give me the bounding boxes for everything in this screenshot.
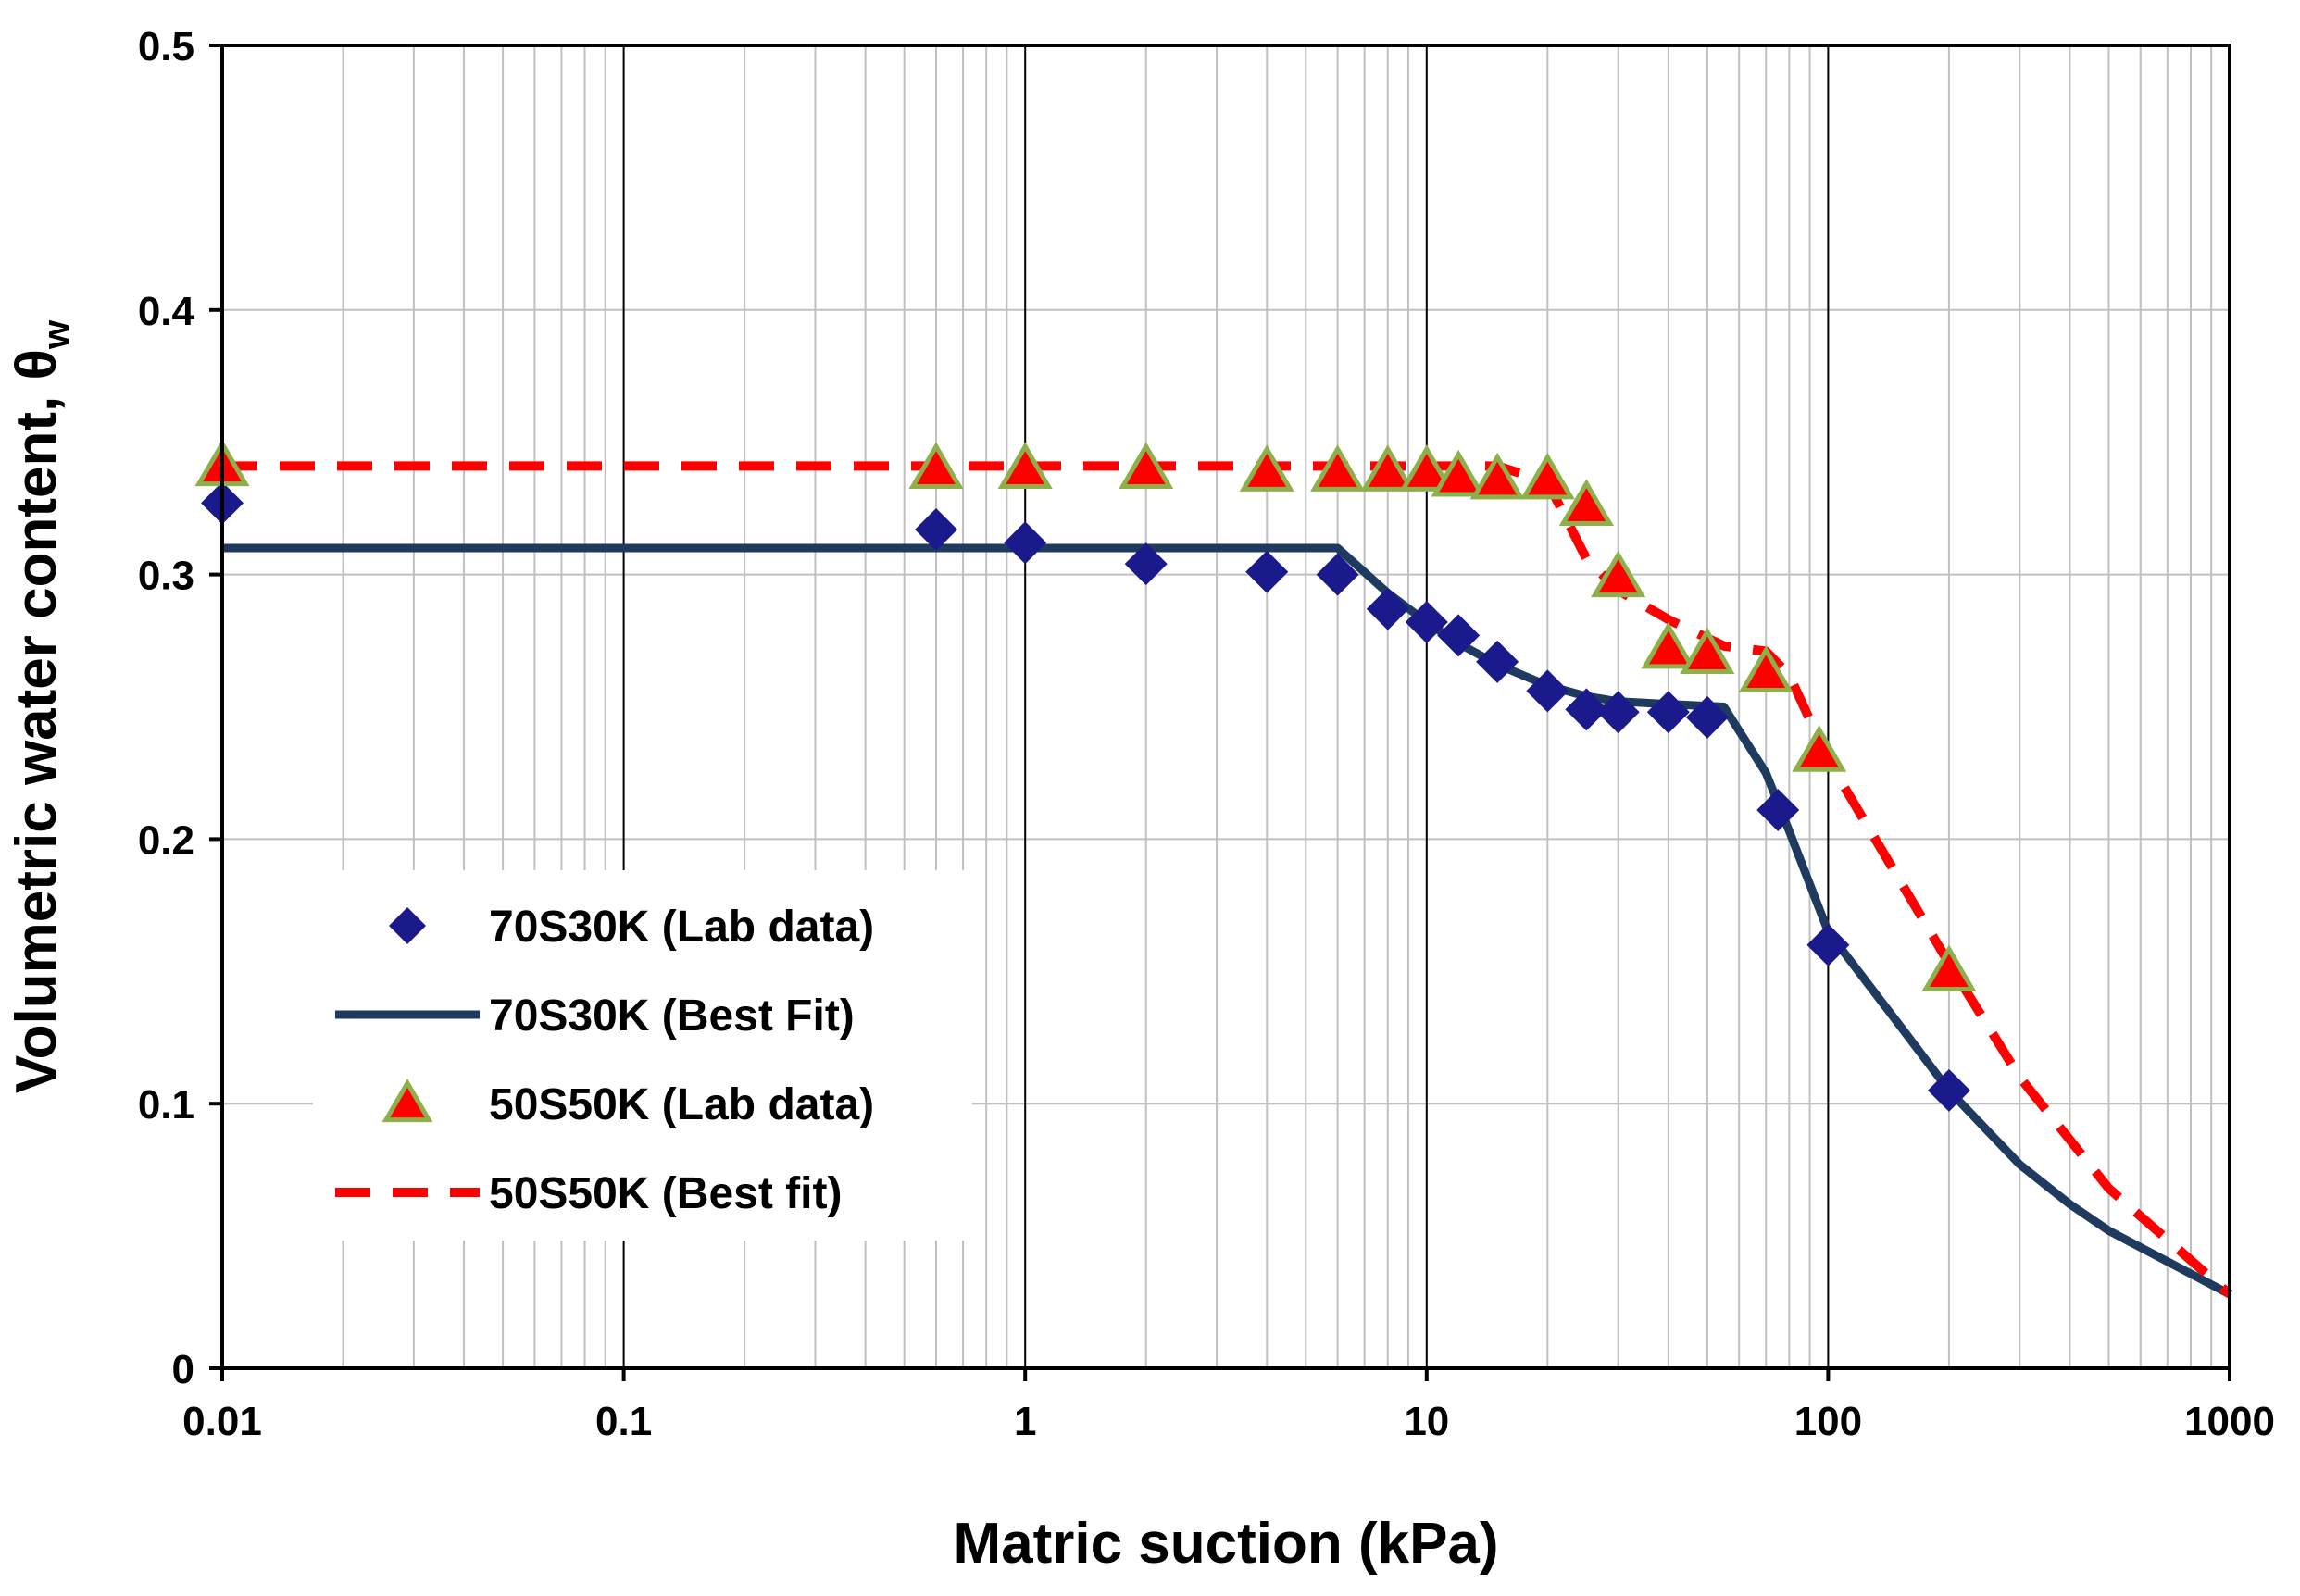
y-tick-label: 0.2 <box>138 817 194 863</box>
legend: 70S30K (Lab data) 70S30K (Best Fit) 50S50K… <box>313 870 972 1241</box>
data-point-diamond <box>1004 521 1047 565</box>
legend-label: 70S30K (Best Fit) <box>489 991 855 1041</box>
data-point-triangle <box>1119 442 1174 489</box>
data-point-diamond <box>1756 788 1800 831</box>
data-point-triangle <box>1591 550 1646 598</box>
data-point-triangle <box>1921 944 1977 991</box>
data-point-diamond <box>1596 691 1640 734</box>
plot-frame <box>220 44 2231 1370</box>
x-tick-label: 1 <box>1014 1399 1036 1444</box>
data-point-diamond <box>1437 614 1481 657</box>
x-tick-label: 0.1 <box>595 1399 652 1444</box>
legend-label: 50S50K (Best fit) <box>489 1169 842 1218</box>
data-point-triangle <box>1519 452 1575 500</box>
data-point-triangle <box>1680 627 1735 675</box>
y-tick-label: 0.1 <box>138 1082 194 1128</box>
data-point-triangle <box>1239 444 1294 492</box>
data-point-diamond <box>1366 587 1409 630</box>
x-tick-label: 1000 <box>2184 1399 2275 1444</box>
y-axis-title-subscript: w <box>36 319 77 350</box>
data-point-triangle <box>997 442 1053 489</box>
axis-ticks: 0 0.1 0.2 0.3 0.4 0.5 0.01 0.1 1 10 100 1000 <box>138 24 2275 1444</box>
x-tick-label: 0.01 <box>182 1399 262 1444</box>
data-point-triangle <box>1738 645 1794 693</box>
plot-series <box>194 439 2233 1298</box>
data-point-diamond <box>1526 669 1569 713</box>
data-point-diamond <box>915 508 958 552</box>
data-point-triangle <box>1431 449 1486 497</box>
data-point-triangle <box>1641 621 1696 669</box>
x-tick-label: 10 <box>1404 1399 1449 1444</box>
data-point-diamond <box>1685 695 1729 739</box>
data-point-triangle <box>908 442 964 489</box>
data-point-triangle <box>1469 452 1525 500</box>
data-point-diamond <box>1124 542 1168 586</box>
data-point-diamond <box>1806 923 1850 966</box>
data-point-diamond <box>1316 553 1359 596</box>
data-point-triangle <box>1310 444 1366 492</box>
legend-label: 50S50K (Lab data) <box>489 1080 874 1129</box>
y-tick-label: 0.4 <box>138 289 195 334</box>
data-point-triangle <box>1399 444 1455 492</box>
legend-box <box>313 870 972 1241</box>
series-2 <box>194 439 1977 991</box>
data-point-diamond <box>1565 688 1608 731</box>
data-point-triangle <box>1360 444 1416 492</box>
legend-symbol-triangle <box>381 1079 433 1123</box>
data-point-diamond <box>1927 1068 1970 1112</box>
x-axis-title: Matric suction (kPa) <box>953 1512 1498 1576</box>
legend-label: 70S30K (Lab data) <box>489 903 874 952</box>
data-point-diamond <box>1245 550 1289 593</box>
series-0 <box>201 481 1970 1112</box>
x-tick-label: 100 <box>1794 1399 1862 1444</box>
y-axis-title: Volumetric water content, θw <box>5 319 77 1093</box>
data-point-diamond <box>1476 640 1519 683</box>
y-tick-label: 0.3 <box>138 554 194 599</box>
data-point-triangle <box>1792 725 1847 772</box>
legend-symbol-diamond <box>389 907 426 944</box>
data-point-diamond <box>1405 601 1448 644</box>
data-point-triangle <box>1558 479 1614 526</box>
data-point-diamond <box>1646 691 1690 734</box>
y-axis-title-text: Volumetric water content, θ <box>5 349 69 1093</box>
y-tick-label: 0 <box>172 1347 194 1392</box>
y-tick-label: 0.5 <box>138 24 194 69</box>
